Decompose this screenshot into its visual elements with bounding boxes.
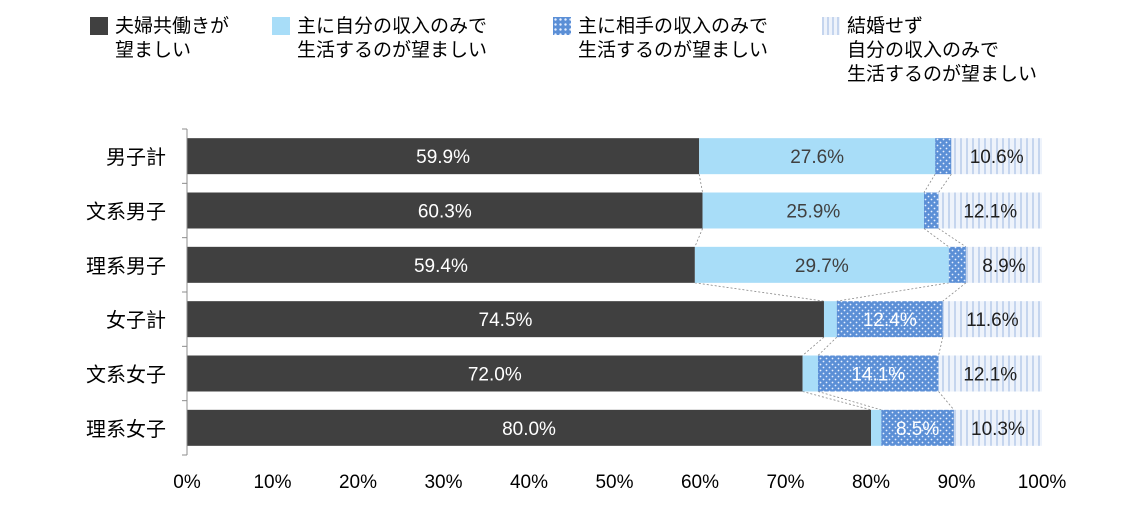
bar-segment [938, 192, 1042, 229]
legend-swatch-own-income [272, 17, 290, 35]
legend-swatch-partner-income [553, 17, 571, 35]
data-label: 12.4% [863, 310, 917, 331]
legend-item-single-own-income: 結婚せず 自分の収入のみで 生活するのが望ましい [822, 14, 1037, 86]
series-line [836, 282, 949, 302]
data-label: 10.3% [971, 419, 1025, 440]
bar-segment [953, 409, 1042, 446]
series-line [938, 391, 955, 411]
legend-label-partner-income: 主に相手の収入のみで 生活するのが望ましい [578, 15, 769, 61]
data-label: 74.5% [479, 310, 533, 331]
series-line [694, 228, 703, 247]
data-label: 72.0% [468, 365, 522, 386]
bar-segment [187, 301, 824, 338]
bar-segment [187, 246, 695, 283]
bar-segment [871, 409, 882, 446]
series-line [938, 173, 952, 193]
x-tick-label: 60% [681, 472, 719, 493]
bar-segment [938, 355, 1042, 392]
series-line [938, 228, 967, 248]
data-label: 8.9% [982, 256, 1025, 277]
bar-segment [694, 246, 949, 283]
bar-segment [836, 301, 943, 338]
bar-segment [823, 301, 837, 338]
x-tick-label: 70% [766, 472, 804, 493]
x-tick-label: 20% [339, 472, 377, 493]
series-line [923, 228, 950, 248]
bar-segment [802, 355, 818, 392]
series-line [817, 391, 882, 411]
data-label: 80.0% [502, 419, 556, 440]
bar-segment [817, 355, 939, 392]
x-tick-label: 40% [510, 472, 548, 493]
x-tick-label: 80% [852, 472, 890, 493]
data-label: 60.3% [418, 202, 472, 223]
data-label: 8.5% [896, 419, 939, 440]
data-label: 59.9% [416, 147, 470, 168]
x-tick-label: 50% [595, 472, 633, 493]
legend-item-own-income: 主に自分の収入のみで 生活するのが望ましい [272, 14, 487, 62]
data-label: 27.6% [790, 147, 844, 168]
bar-segment [935, 138, 952, 175]
bar-segment [942, 301, 1042, 338]
series-line [942, 282, 967, 302]
legend-label-single-own-income: 結婚せず 自分の収入のみで 生活するのが望ましい [847, 15, 1038, 85]
series-line [802, 336, 825, 356]
data-label: 12.1% [963, 365, 1017, 386]
series-line [817, 336, 838, 356]
data-label: 14.1% [851, 365, 905, 386]
data-label: 29.7% [795, 256, 849, 277]
category-label: 男子計 [106, 145, 166, 169]
x-tick-label: 90% [937, 472, 975, 493]
series-line [694, 282, 825, 302]
series-line [698, 174, 703, 193]
legend-item-dual-income: 夫婦共働きが 望ましい [90, 14, 229, 62]
bar-segment [951, 138, 1042, 175]
category-label: 文系男子 [86, 200, 166, 224]
legend-swatch-single-own-income [822, 17, 840, 35]
series-line [938, 337, 944, 356]
bar-segment [187, 409, 871, 446]
data-label: 25.9% [786, 202, 840, 223]
legend-label-dual-income: 夫婦共働きが 望ましい [115, 15, 230, 61]
legend-item-partner-income: 主に相手の収入のみで 生活するのが望ましい [553, 14, 768, 62]
category-label: 理系男子 [86, 254, 166, 278]
data-label: 12.1% [963, 202, 1017, 223]
bar-segment [187, 192, 703, 229]
x-tick-label: 0% [173, 472, 201, 493]
legend-swatch-dual-income [90, 17, 108, 35]
bar-segment [948, 246, 966, 283]
legend-label-own-income: 主に自分の収入のみで 生活するのが望ましい [297, 15, 488, 61]
data-label: 11.6% [966, 310, 1019, 331]
bar-segment [881, 409, 954, 446]
bar-segment [699, 138, 936, 175]
bar-segment [187, 355, 803, 392]
x-tick-label: 100% [1018, 472, 1067, 493]
series-line [802, 391, 872, 411]
data-label: 10.6% [970, 147, 1024, 168]
series-line [923, 173, 936, 193]
x-tick-label: 30% [424, 472, 462, 493]
chart-legend: 夫婦共働きが 望ましい 主に自分の収入のみで 生活するのが望ましい 主に相手の収… [0, 8, 1139, 108]
bar-segment [702, 192, 925, 229]
bar-segment [965, 246, 1042, 283]
category-label: 文系女子 [86, 363, 166, 387]
x-tick-label: 10% [253, 472, 291, 493]
data-label: 59.4% [414, 256, 468, 277]
bar-segment [924, 192, 939, 229]
bar-segment [187, 138, 700, 175]
category-label: 女子計 [106, 308, 166, 332]
category-label: 理系女子 [86, 417, 166, 441]
